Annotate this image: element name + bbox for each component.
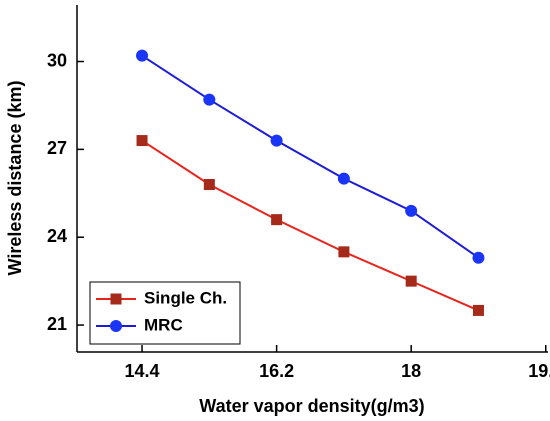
series-line (141, 54, 480, 259)
legend-box (89, 281, 241, 345)
marker (203, 179, 215, 191)
marker (136, 135, 148, 147)
y-tick-label: 21 (47, 314, 67, 334)
x-tick-label: 18 (401, 361, 421, 381)
marker (136, 49, 149, 62)
legend-marker (110, 320, 122, 332)
marker (203, 93, 216, 106)
x-tick-label: 19.8 (528, 361, 550, 381)
legend-label: MRC (144, 315, 183, 334)
y-tick-label: 27 (47, 138, 67, 158)
y-tick-label: 30 (47, 50, 67, 70)
marker (270, 134, 283, 147)
marker (405, 204, 418, 217)
x-tick-label: 14.4 (125, 361, 160, 381)
marker (472, 304, 484, 316)
legend-marker (110, 293, 122, 305)
y-tick-label: 24 (47, 226, 67, 246)
y-axis-label: Wireless distance (km) (5, 81, 25, 276)
marker (472, 251, 485, 264)
marker (338, 246, 350, 258)
marker (337, 172, 350, 185)
x-axis-label: Water vapor density(g/m3) (199, 396, 424, 416)
x-tick-label: 16.2 (259, 361, 294, 381)
marker (271, 214, 283, 226)
marker (405, 275, 417, 287)
series-line (141, 139, 479, 312)
legend-label: Single Ch. (144, 288, 227, 307)
